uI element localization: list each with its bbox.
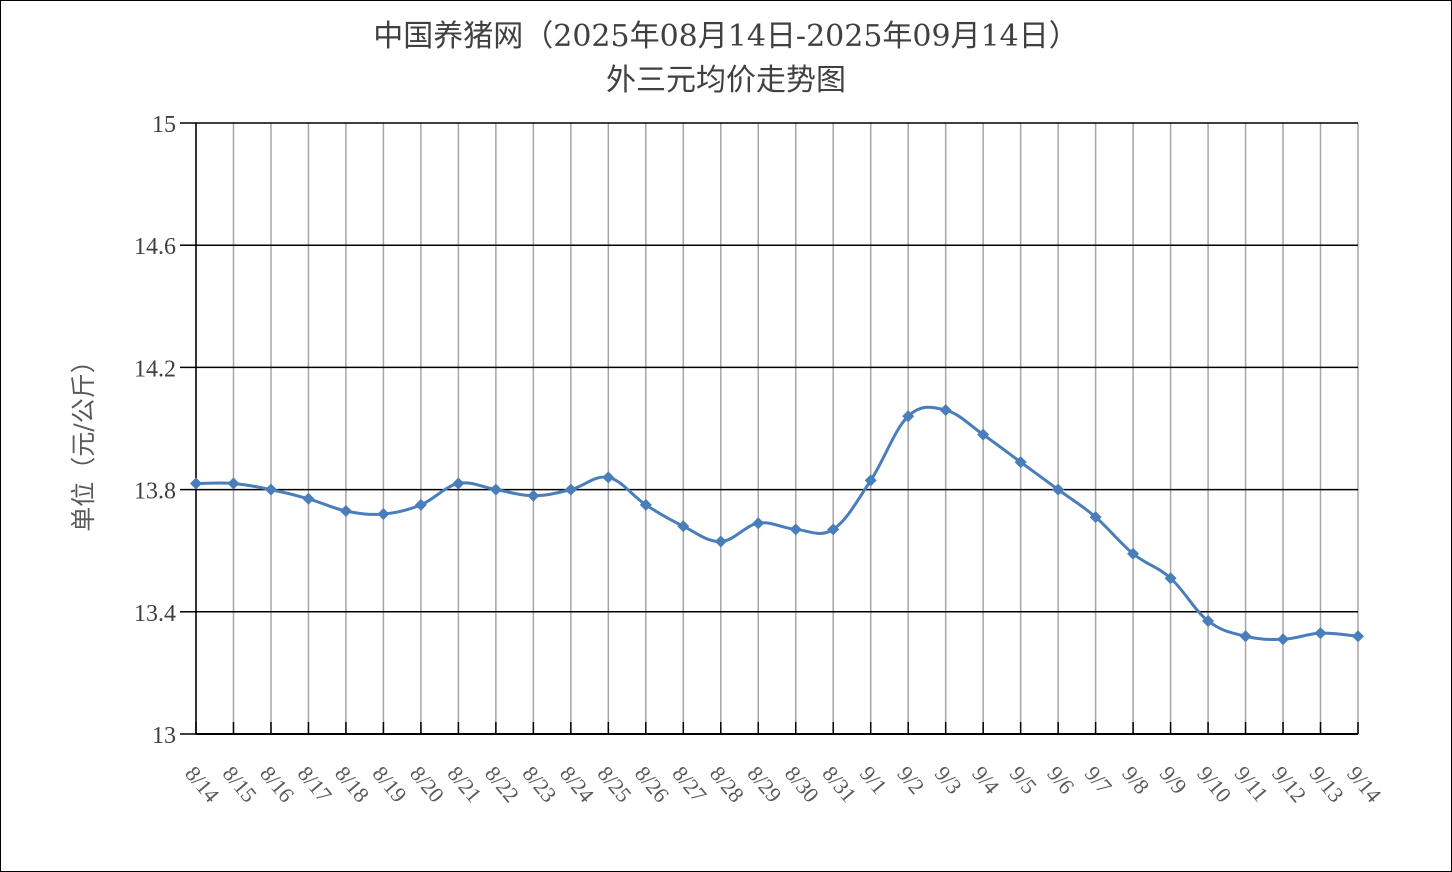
horizontal-gridlines: [180, 122, 1358, 735]
x-tick-label: 8/21: [443, 761, 487, 807]
data-point: [639, 498, 652, 511]
x-tick-label: 8/14: [180, 761, 224, 807]
data-point: [1314, 627, 1327, 640]
data-point: [452, 477, 465, 490]
data-point: [1202, 614, 1215, 627]
chart-title-block: 中国养猪网（2025年08月14日-2025年09月14日） 外三元均价走势图: [1, 15, 1451, 103]
data-point: [789, 523, 802, 536]
data-point: [339, 504, 352, 517]
y-axis-title: 单位（元/公斤）: [69, 348, 98, 531]
x-tick-label: 8/24: [555, 761, 599, 807]
data-point: [1014, 456, 1027, 469]
x-tick-label: 8/23: [518, 761, 562, 807]
data-point: [977, 428, 990, 441]
y-tick-label: 14.2: [134, 356, 176, 382]
x-tick-label: 8/17: [293, 761, 337, 807]
data-point: [564, 483, 577, 496]
data-point: [714, 535, 727, 548]
data-point: [939, 404, 952, 417]
data-point: [752, 517, 765, 530]
x-tick-label: 8/29: [742, 761, 786, 807]
x-tick-label: 9/14: [1342, 761, 1386, 807]
x-tick-label: 9/12: [1267, 761, 1311, 807]
x-tick-label: 9/9: [1155, 761, 1192, 799]
x-tick-label: 9/5: [1005, 761, 1042, 799]
data-point: [190, 477, 202, 490]
data-point: [864, 474, 877, 487]
x-tick-label: 8/19: [368, 761, 412, 807]
x-tick-label: 8/27: [667, 761, 711, 807]
y-tick-label: 13: [152, 723, 176, 749]
data-point: [227, 477, 240, 490]
y-tick-labels: 15 14.6 14.2 13.8 13.4 13: [134, 112, 176, 749]
series-layer: [190, 404, 1364, 646]
data-point: [902, 410, 915, 423]
data-point: [1277, 633, 1290, 646]
data-point: [414, 498, 427, 511]
data-point: [1239, 630, 1252, 643]
x-tick-label: 8/25: [592, 761, 636, 807]
data-point: [1052, 483, 1065, 496]
x-tick-label: 9/1: [855, 761, 892, 799]
y-tick-label: 14.6: [134, 234, 176, 260]
x-tick-label: 9/2: [892, 761, 929, 799]
vertical-gridlines: [195, 123, 1359, 734]
data-point: [1089, 511, 1102, 524]
data-point: [264, 483, 277, 496]
x-tick-label: 9/3: [930, 761, 967, 799]
x-tick-label: 8/22: [480, 761, 524, 807]
data-point: [1164, 572, 1177, 585]
x-tick-label: 9/7: [1080, 761, 1117, 799]
y-tick-label: 15: [152, 112, 176, 138]
x-tick-label: 9/8: [1117, 761, 1154, 799]
x-tick-label: 9/13: [1305, 761, 1349, 807]
data-point: [1127, 547, 1140, 560]
x-tick-label: 8/15: [218, 761, 262, 807]
data-point: [377, 508, 390, 521]
y-tick-label: 13.4: [134, 601, 176, 627]
x-tick-label: 8/16: [255, 761, 299, 807]
data-point: [1352, 630, 1364, 643]
chart-title: 中国养猪网（2025年08月14日-2025年09月14日）: [373, 19, 1079, 54]
x-tick-label: 9/10: [1192, 761, 1236, 807]
data-point: [677, 520, 690, 533]
x-tick-label: 9/4: [967, 761, 1004, 799]
x-tick-label: 8/31: [817, 761, 861, 807]
x-tick-label: 9/11: [1230, 761, 1274, 806]
x-tick-label: 8/26: [630, 761, 674, 807]
series-line: [195, 405, 1359, 642]
chart-subtitle: 外三元均价走势图: [606, 63, 846, 98]
y-tick-label: 13.8: [134, 479, 176, 505]
x-tick-label: 8/18: [330, 761, 374, 807]
data-point: [302, 492, 315, 505]
axes: [195, 123, 1359, 735]
data-point: [827, 523, 840, 536]
x-tick-label: 8/30: [780, 761, 824, 807]
data-point: [489, 483, 502, 496]
x-tick-label: 8/28: [705, 761, 749, 807]
data-point: [527, 489, 540, 502]
x-tick-label: 9/6: [1042, 761, 1079, 799]
x-tick-label: 8/20: [405, 761, 449, 807]
x-tick-labels: 8/148/158/168/178/188/198/208/218/228/23…: [180, 761, 1386, 807]
data-point: [602, 471, 615, 484]
